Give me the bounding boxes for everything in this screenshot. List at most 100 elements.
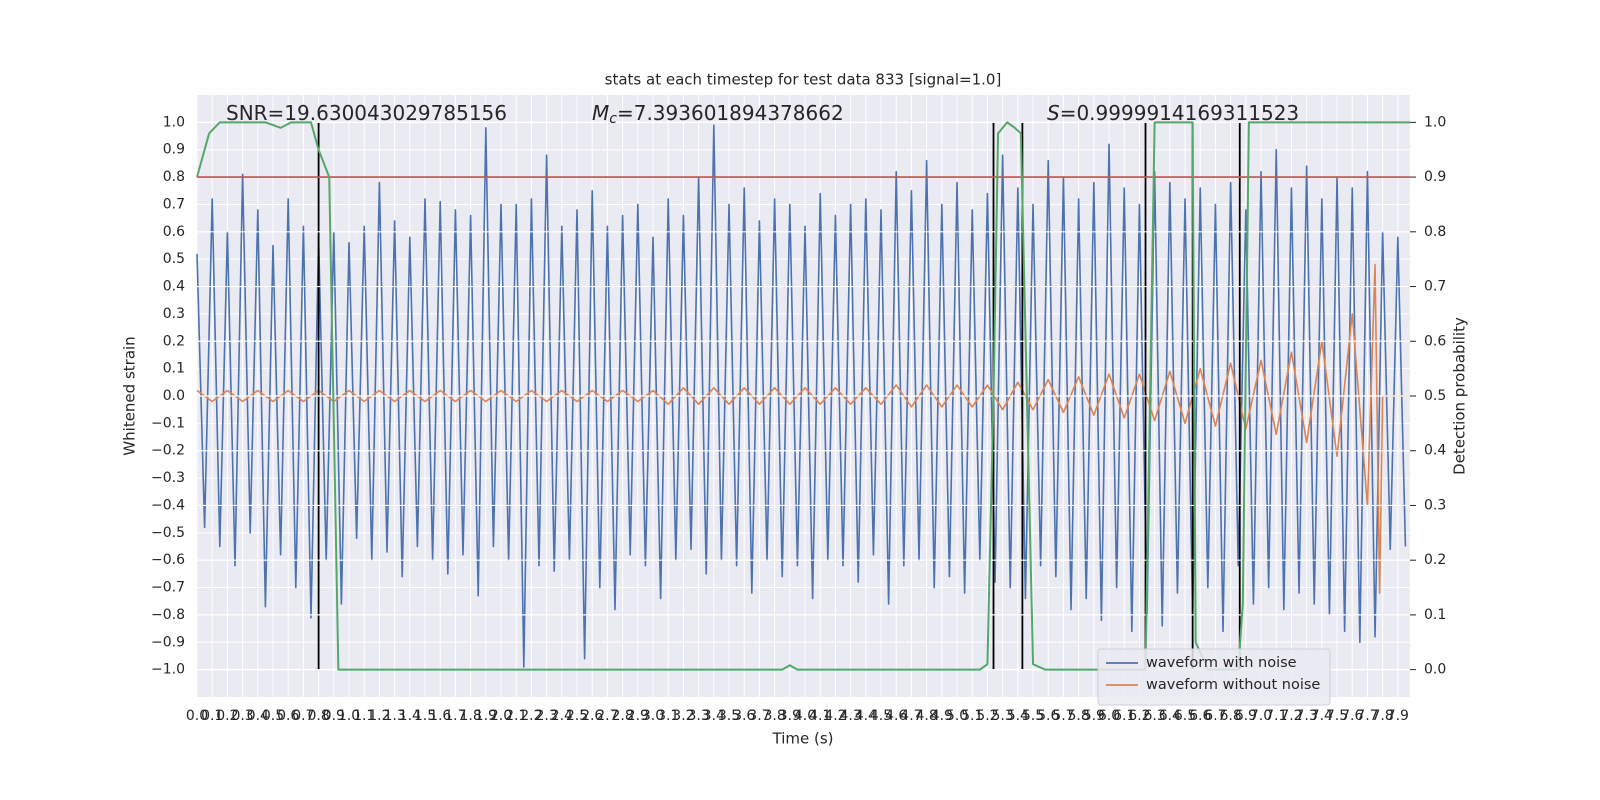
- y-tick-label: 0.8: [163, 169, 185, 185]
- y-tick-label: 0.5: [163, 251, 185, 267]
- x-tick-label: 1.7: [444, 708, 466, 724]
- x-tick-label: 0.9: [323, 708, 345, 724]
- y2-tick-label: 0.4: [1424, 443, 1446, 459]
- x-tick-label: 6.3: [1143, 708, 1165, 724]
- x-tick-label: 4.3: [839, 708, 861, 724]
- x-tick-label: 6.0: [1098, 708, 1120, 724]
- x-tick-label: 5.0: [946, 708, 968, 724]
- x-tick-label: 1.2: [368, 708, 390, 724]
- x-tick-label: 2.9: [627, 708, 649, 724]
- x-tick-label: 5.8: [1067, 708, 1089, 724]
- legend-label: waveform with noise: [1146, 655, 1297, 671]
- x-tick-label: 1.0: [338, 708, 360, 724]
- y-tick-label: −0.9: [151, 634, 185, 650]
- x-tick-label: 1.6: [429, 708, 451, 724]
- x-tick-label: 4.0: [794, 708, 816, 724]
- x-tick-label: 0.3: [231, 708, 253, 724]
- x-tick-label: 7.8: [1372, 708, 1394, 724]
- x-tick-label: 1.9: [475, 708, 497, 724]
- annotation-symbol: S: [1047, 101, 1060, 125]
- y-tick-label: −0.3: [151, 470, 185, 486]
- y-tick-label: 0.6: [163, 224, 185, 240]
- y-tick-label: −0.2: [151, 443, 185, 459]
- legend-label: waveform without noise: [1146, 677, 1320, 693]
- x-tick-label: 2.1: [505, 708, 527, 724]
- series-line: [196, 121, 1410, 671]
- y2-tick-label: 0.6: [1424, 333, 1446, 349]
- x-tick-label: 6.1: [1113, 708, 1135, 724]
- x-tick-label: 2.6: [581, 708, 603, 724]
- x-tick-label: 0.1: [201, 708, 223, 724]
- y-tick-label: 0.7: [163, 196, 185, 212]
- y2-tick-label: 0.0: [1424, 662, 1446, 678]
- x-tick-label: 4.1: [809, 708, 831, 724]
- y2-tick-label: 0.7: [1424, 279, 1446, 295]
- y-tick-label: −0.6: [151, 552, 185, 568]
- y2-tick-label: 1.0: [1424, 114, 1446, 130]
- x-tick-label: 2.4: [551, 708, 573, 724]
- y-tick-label: −1.0: [151, 662, 185, 678]
- y-tick-label: 0.2: [163, 333, 185, 349]
- y-axis-label: Whitened strain: [121, 336, 139, 455]
- x-tick-label: 0.7: [292, 708, 314, 724]
- x-tick-label: 1.8: [459, 708, 481, 724]
- x-tick-label: 7.7: [1356, 708, 1378, 724]
- x-tick-label: 4.2: [824, 708, 846, 724]
- x-tick-label: 5.7: [1052, 708, 1074, 724]
- x-tick-label: 7.0: [1250, 708, 1272, 724]
- y-tick-label: 0.4: [163, 279, 185, 295]
- x-tick-label: 6.7: [1204, 708, 1226, 724]
- y-tick-label: −0.7: [151, 580, 185, 596]
- y-tick-label: −0.4: [151, 497, 185, 513]
- y2-tick-label: 0.2: [1424, 552, 1446, 568]
- x-tick-label: 3.7: [748, 708, 770, 724]
- x-tick-label: 5.6: [1037, 708, 1059, 724]
- legend-box: [1097, 648, 1331, 706]
- x-tick-label: 5.1: [961, 708, 983, 724]
- y2-axis-label: Detection probability: [1451, 317, 1469, 475]
- x-tick-label: 7.4: [1311, 708, 1333, 724]
- annotation-text: SNR=19.630043029785156: [226, 101, 507, 125]
- x-tick-label: 3.1: [657, 708, 679, 724]
- x-tick-label: 7.6: [1341, 708, 1363, 724]
- y2-tick-label: 0.3: [1424, 497, 1446, 513]
- x-tick-label: 1.4: [399, 708, 421, 724]
- x-tick-label: 4.9: [931, 708, 953, 724]
- x-tick-label: 2.7: [596, 708, 618, 724]
- x-axis-label: Time (s): [772, 730, 834, 748]
- x-tick-label: 5.2: [976, 708, 998, 724]
- y-tick-label: 0.9: [163, 142, 185, 158]
- y2-tick-label: 0.9: [1424, 169, 1446, 185]
- annotation: Mc=7.393601894378662: [592, 101, 844, 128]
- y-tick-label: 0.1: [163, 361, 185, 377]
- y-tick-label: −0.8: [151, 607, 185, 623]
- x-tick-label: 0.0: [186, 708, 208, 724]
- x-tick-label: 6.6: [1189, 708, 1211, 724]
- x-tick-label: 4.5: [870, 708, 892, 724]
- x-tick-label: 3.0: [642, 708, 664, 724]
- annotation-text: =0.9999914169311523: [1060, 101, 1299, 125]
- x-tick-label: 6.4: [1159, 708, 1181, 724]
- x-tick-label: 7.2: [1280, 708, 1302, 724]
- x-tick-label: 0.8: [307, 708, 329, 724]
- y-tick-label: −0.1: [151, 415, 185, 431]
- x-tick-label: 3.4: [703, 708, 725, 724]
- chart-title: stats at each timestep for test data 833…: [605, 71, 1002, 89]
- y-tick-label: −0.5: [151, 525, 185, 541]
- x-tick-label: 3.9: [779, 708, 801, 724]
- x-tick-label: 6.2: [1128, 708, 1150, 724]
- x-tick-label: 3.2: [672, 708, 694, 724]
- x-tick-label: 3.3: [687, 708, 709, 724]
- x-tick-label: 1.5: [414, 708, 436, 724]
- x-tick-label: 5.4: [1007, 708, 1029, 724]
- x-tick-label: 7.9: [1387, 708, 1409, 724]
- x-tick-label: 1.1: [353, 708, 375, 724]
- x-tick-label: 6.9: [1235, 708, 1257, 724]
- annotation: S=0.9999914169311523: [1047, 101, 1299, 125]
- x-tick-label: 2.0: [490, 708, 512, 724]
- annotation-text: =7.393601894378662: [617, 101, 844, 125]
- annotation: SNR=19.630043029785156: [226, 101, 507, 125]
- x-tick-label: 4.4: [855, 708, 877, 724]
- x-tick-label: 2.5: [566, 708, 588, 724]
